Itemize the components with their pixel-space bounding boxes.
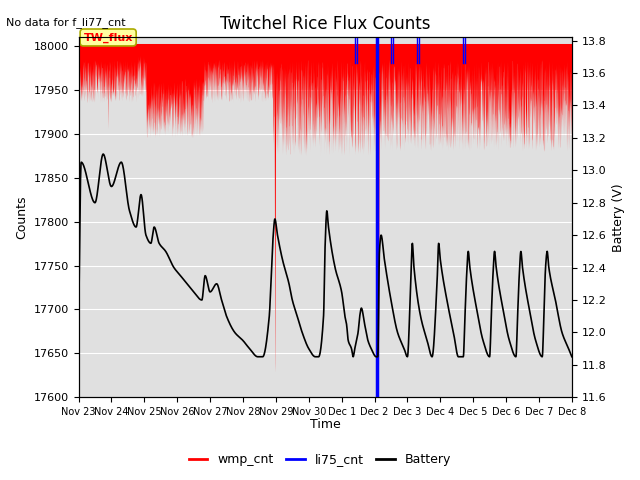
Text: No data for f_li77_cnt: No data for f_li77_cnt bbox=[6, 17, 126, 28]
Legend: wmp_cnt, li75_cnt, Battery: wmp_cnt, li75_cnt, Battery bbox=[184, 448, 456, 471]
Text: TW_flux: TW_flux bbox=[83, 32, 133, 43]
Title: Twitchel Rice Flux Counts: Twitchel Rice Flux Counts bbox=[220, 15, 431, 33]
Y-axis label: Battery (V): Battery (V) bbox=[612, 183, 625, 252]
X-axis label: Time: Time bbox=[310, 419, 340, 432]
Y-axis label: Counts: Counts bbox=[15, 195, 28, 239]
